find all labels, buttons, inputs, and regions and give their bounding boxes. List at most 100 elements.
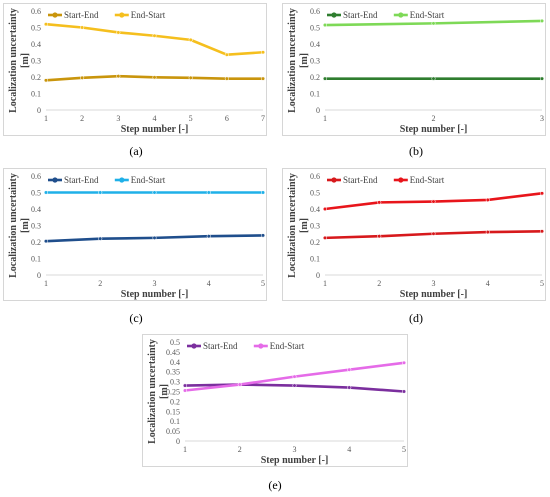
x-tick-label: 1 (323, 279, 327, 288)
data-point (206, 234, 211, 239)
y-tick-label: 0.5 (310, 24, 320, 33)
data-point (431, 231, 436, 236)
legend-marker (331, 177, 337, 183)
y-tick-label: 0.2 (310, 238, 320, 247)
x-axis-title: Step number [-] (261, 455, 329, 466)
data-point (116, 74, 121, 79)
x-tick-label: 5 (402, 445, 406, 454)
data-point (116, 30, 121, 35)
x-tick-label: 4 (347, 445, 351, 454)
chart-svg-d: 0 0.1 0.2 0.3 0.4 0.5 0.6 1 2 3 4 5 Step number [-] L… (287, 172, 545, 300)
y-tick-label: 0.35 (166, 368, 180, 377)
y-tick-label: 0.6 (31, 172, 41, 181)
series-line-end-start (44, 22, 265, 57)
data-point (322, 22, 328, 28)
legend-marker (398, 177, 404, 183)
x-tick-label: 1 (44, 114, 48, 123)
x-tick-label: 5 (261, 279, 265, 288)
x-axis-title: Step number [-] (400, 124, 468, 135)
x-axis-title: Step number [-] (121, 289, 189, 300)
y-tick-label: 0.4 (31, 40, 41, 49)
x-tick-label: 1 (323, 114, 327, 123)
y-axis-title-unit: [m] (299, 53, 310, 68)
y-tick-label: 0.6 (31, 7, 41, 16)
x-tick-label: 3 (116, 114, 120, 123)
legend-label: Start-End (64, 175, 99, 185)
x-tick-label: 7 (261, 114, 265, 123)
y-tick-label: 0.1 (310, 90, 320, 99)
y-tick-label: 0.3 (310, 222, 320, 231)
y-tick-label: 0.3 (31, 57, 41, 66)
data-point (152, 33, 157, 38)
x-tick-label: 2 (238, 445, 242, 454)
y-axis-title-unit: [m] (20, 53, 31, 68)
legend-marker (331, 12, 337, 18)
panel-label-a: (a) (129, 144, 143, 158)
x-tick-label: 4 (153, 114, 157, 123)
legend-marker (119, 177, 125, 183)
y-axis-title: Localization uncertainty (8, 8, 19, 113)
legend-label: Start-End (343, 175, 378, 185)
chart-panel-b: 0 0.1 0.2 0.3 0.4 0.5 0.6 1 2 3 Step number [-] Loc… (282, 3, 546, 136)
chart-svg-a: 0 0.1 0.2 0.3 0.4 0.5 0.6 1 2 3 4 5 6 7 Step number [-… (8, 7, 266, 135)
data-point (401, 389, 407, 394)
chart-panel-e: 0 0.05 0.1 0.15 0.2 0.25 0.3 0.35 0.4 0.45 0.5 1 2 3 4… (142, 334, 408, 467)
chart-panel-a: 0 0.1 0.2 0.3 0.4 0.5 0.6 1 2 3 4 5 6 7 Step number [-… (3, 3, 267, 136)
data-point (224, 76, 229, 81)
x-tick-label: 4 (486, 279, 490, 288)
y-tick-label: 0.1 (31, 90, 41, 99)
y-tick-label: 0 (176, 437, 180, 446)
y-tick-label: 0.1 (170, 417, 180, 426)
legend-label: Start-End (64, 10, 99, 20)
x-axis-title: Step number [-] (121, 124, 189, 135)
x-tick-label: 3 (293, 445, 297, 454)
data-point (431, 199, 436, 204)
x-tick-label: 6 (225, 114, 229, 123)
data-point (43, 22, 49, 27)
x-tick-label: 2 (377, 279, 381, 288)
y-tick-label: 0.5 (31, 24, 41, 33)
legend-label: End-Start (270, 341, 305, 351)
data-point (182, 383, 188, 388)
data-point (377, 234, 382, 239)
y-tick-label: 0.1 (31, 255, 41, 264)
data-point (292, 374, 297, 379)
y-axis-title: Localization uncertainty (147, 339, 158, 444)
data-point (152, 190, 157, 195)
y-tick-label: 0 (316, 106, 320, 115)
data-point (237, 382, 242, 387)
x-tick-label: 1 (183, 445, 187, 454)
data-point (182, 388, 188, 393)
x-tick-label: 3 (432, 279, 436, 288)
legend-marker (52, 12, 58, 18)
y-tick-label: 0.1 (310, 255, 320, 264)
y-tick-label: 0.4 (170, 358, 180, 367)
data-point (377, 200, 382, 205)
data-point (152, 75, 157, 80)
legend-label: End-Start (131, 10, 166, 20)
legend-marker (398, 12, 404, 18)
y-tick-label: 0.15 (166, 407, 180, 416)
data-point (98, 236, 103, 241)
panel-label-b: (b) (409, 144, 423, 158)
chart-svg-e: 00.050.10.150.20.250.30.350.40.450.5 1 2 3 4… (147, 338, 407, 466)
data-point (188, 75, 193, 80)
panel-label-d: (d) (409, 311, 423, 325)
y-axis-title: Localization uncertainty (8, 173, 19, 278)
data-point (224, 52, 229, 57)
y-tick-label: 0.25 (166, 388, 180, 397)
x-tick-label: 3 (153, 279, 157, 288)
y-tick-label: 0.6 (310, 172, 320, 181)
chart-panel-d: 0 0.1 0.2 0.3 0.4 0.5 0.6 1 2 3 4 5 Step number [-] L… (282, 168, 546, 301)
data-point (401, 360, 407, 365)
legend-label: End-Start (410, 10, 445, 20)
data-point (539, 229, 545, 234)
data-point (539, 18, 545, 23)
data-point (188, 37, 193, 42)
x-tick-label: 3 (540, 114, 544, 123)
y-axis-title-unit: [m] (20, 218, 31, 233)
y-axis-title-unit: [m] (159, 384, 170, 399)
data-point (322, 235, 328, 240)
legend-label: End-Start (410, 175, 445, 185)
data-point (322, 206, 328, 212)
